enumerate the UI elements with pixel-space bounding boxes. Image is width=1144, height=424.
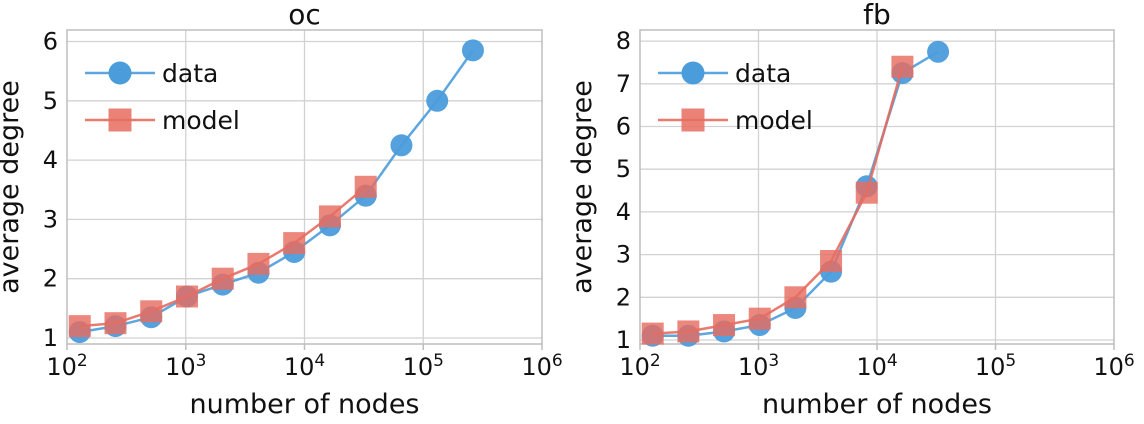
series-data-marker [927, 40, 950, 63]
series-model-marker [68, 315, 91, 338]
x-tick-label: 103 [165, 351, 206, 381]
chart-title: oc [288, 0, 321, 31]
legend-data-marker [108, 61, 132, 85]
series-model-marker [677, 320, 700, 343]
x-axis-label: number of nodes [762, 389, 992, 420]
series-data-marker [461, 39, 484, 62]
series-data-marker [390, 134, 413, 157]
x-tick-label: 102 [46, 351, 87, 381]
series-model-marker [891, 55, 914, 78]
legend: data model [658, 59, 813, 135]
chart-title: fb [863, 0, 891, 31]
x-tick-label: 105 [975, 351, 1016, 381]
series-model-marker [211, 267, 234, 290]
legend-model-label: model [162, 106, 240, 135]
series-model-marker [354, 175, 377, 198]
y-tick-label: 2 [616, 283, 631, 311]
y-tick-label: 4 [43, 146, 58, 174]
series-data-marker [426, 89, 449, 112]
legend-model-label: model [735, 106, 813, 135]
y-tick-label: 5 [616, 155, 631, 183]
legend: data model [85, 59, 240, 135]
legend-data-label: data [735, 59, 791, 88]
series-model-marker [247, 252, 270, 275]
y-tick-label: 3 [43, 205, 58, 233]
y-tick-label: 7 [616, 70, 631, 98]
y-tick-label: 6 [43, 28, 58, 56]
x-tick-label: 106 [1093, 351, 1134, 381]
y-tick-label: 6 [616, 113, 631, 141]
x-tick-label: 103 [738, 351, 779, 381]
series-data-line [79, 49, 475, 334]
series-model-marker [175, 285, 198, 308]
x-tick-label: 106 [521, 351, 562, 381]
x-tick-label: 105 [403, 351, 444, 381]
y-tick-label: 4 [616, 198, 631, 226]
series-model-marker [855, 181, 878, 204]
y-tick-label: 3 [616, 241, 631, 269]
y-tick-label: 1 [43, 324, 58, 352]
legend-model-marker [681, 108, 705, 132]
x-tick-label: 104 [284, 351, 325, 381]
series-model-marker [318, 205, 341, 228]
legend-data-label: data [162, 59, 218, 88]
series-model-marker [784, 286, 807, 309]
chart-oc: 102 103 104 105 106 1 2 3 4 5 6 oc number of nodes av… [0, 0, 563, 420]
y-tick-label: 2 [43, 265, 58, 293]
y-tick-label: 5 [43, 87, 58, 115]
series-model-marker [104, 312, 127, 335]
x-tick-label: 102 [619, 351, 660, 381]
series-model-marker [140, 300, 163, 323]
legend-data-marker [681, 61, 705, 85]
series-model-marker [641, 322, 664, 345]
series-model-marker [820, 250, 843, 273]
x-tick-label: 104 [856, 351, 897, 381]
y-tick-label: 1 [616, 326, 631, 354]
series-model-marker [283, 232, 306, 255]
chart-fb: 102 103 104 105 106 1 2 3 4 5 6 7 8 fb number of nodes… [567, 0, 1135, 420]
series-model-marker [748, 307, 771, 330]
x-axis-label: number of nodes [189, 389, 419, 420]
series-model-marker [713, 314, 736, 337]
legend-model-marker [108, 108, 132, 132]
y-axis-label: average degree [567, 80, 598, 294]
y-axis-label: average degree [0, 80, 25, 294]
y-tick-label: 8 [616, 27, 631, 55]
